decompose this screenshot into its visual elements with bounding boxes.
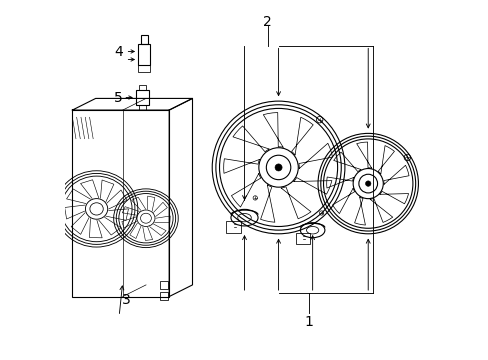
Text: 3: 3 [122,293,130,307]
Bar [160,282,168,289]
Bar [138,44,150,64]
Bar [139,85,145,90]
Text: 5: 5 [114,90,122,104]
Bar [160,292,168,300]
Bar [136,90,148,105]
Text: 4: 4 [114,45,122,59]
Circle shape [274,164,282,171]
Bar [138,64,150,72]
Bar [139,105,145,110]
Bar [140,35,147,44]
Bar [296,233,309,244]
Bar [226,221,241,233]
Text: 1: 1 [304,315,313,329]
Text: 2: 2 [263,15,272,29]
Circle shape [365,181,370,186]
